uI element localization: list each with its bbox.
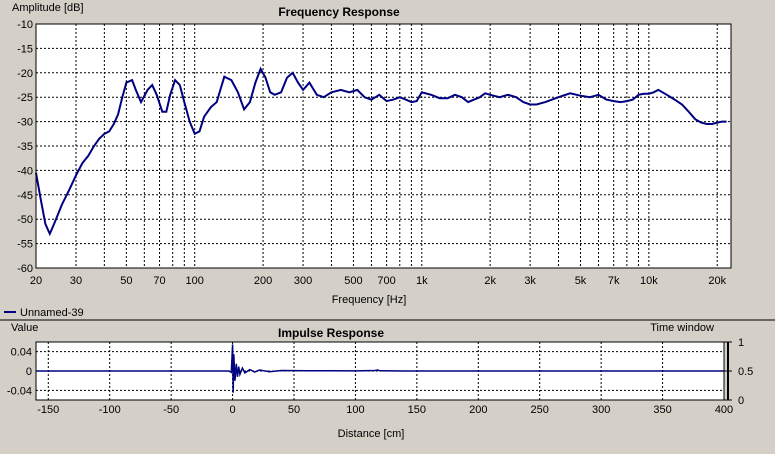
ir-x-axis-label: Distance [cm]	[338, 428, 405, 440]
fr-y-tick-label: -60	[17, 263, 33, 275]
fr-series-line	[35, 66, 727, 237]
fr-x-tick-label: 10k	[640, 275, 658, 287]
ir-y-axis-label: Value	[11, 322, 38, 334]
ir-chart-title: Impulse Response	[278, 326, 384, 340]
fr-y-tick-labels: -10 -15 -20 -25 -30 -35 -40 -45 -50 -55 -60	[17, 19, 33, 275]
fr-x-tick-label: 50	[120, 275, 132, 287]
fr-x-tick-label: 5k	[575, 275, 587, 287]
fr-y-tick-label: -10	[17, 19, 33, 31]
time-window-tick-label: 0.5	[738, 366, 753, 378]
time-window-tick-label: 1	[738, 337, 744, 349]
ir-x-tick-label: 350	[653, 404, 671, 416]
ir-y-tick-label: -0.04	[7, 385, 32, 397]
time-window-axis[interactable]: 10.50	[724, 337, 753, 407]
ir-x-tick-label: 200	[469, 404, 487, 416]
ir-x-tick-label: 100	[346, 404, 364, 416]
fr-x-tick-label: 700	[377, 275, 395, 287]
ir-x-tick-label: -50	[163, 404, 179, 416]
fr-x-tick-label: 3k	[524, 275, 536, 287]
fr-x-tick-label: 70	[153, 275, 165, 287]
fr-y-tick-label: -40	[17, 165, 33, 177]
fr-chart-title: Frequency Response	[278, 5, 400, 19]
fr-plot-frame	[35, 23, 732, 269]
ir-x-tick-label: 150	[408, 404, 426, 416]
ir-x-tick-label: -100	[99, 404, 121, 416]
fr-x-tick-label: 30	[70, 275, 82, 287]
fr-x-axis-label: Frequency [Hz]	[332, 294, 407, 306]
impulse-response-chart[interactable]: 0.04 0 -0.04 -150 -100 -50 0 50 100 150 200 250 300…	[7, 322, 753, 440]
ir-x-tick-label: -150	[37, 404, 59, 416]
fr-y-tick-label: -35	[17, 141, 33, 153]
ir-x-tick-label: 300	[592, 404, 610, 416]
fr-y-tick-label: -15	[17, 43, 33, 55]
ir-x-tick-label: 250	[531, 404, 549, 416]
fr-x-tick-label: 300	[294, 275, 312, 287]
legend[interactable]: Unnamed-39	[4, 307, 84, 319]
fr-x-tick-label: 100	[186, 275, 204, 287]
ir-x-tick-label: 0	[230, 404, 236, 416]
fr-x-tick-label: 20	[30, 275, 42, 287]
time-window-label: Time window	[650, 322, 714, 334]
fr-plot-area[interactable]	[36, 24, 731, 268]
ir-series-line	[36, 344, 724, 393]
fr-y-tick-label: -50	[17, 214, 33, 226]
fr-x-tick-label: 500	[344, 275, 362, 287]
fr-y-tick-label: -30	[17, 117, 33, 129]
fr-x-tick-label: 20k	[708, 275, 726, 287]
fr-x-tick-labels: 20 30 50 70 100 200 300 500 700 1k 2k 3k 5k 7k 10k 20k	[30, 275, 727, 287]
ir-x-tick-labels: -150 -100 -50 0 50 100 150 200 250 300 350 400	[37, 404, 733, 416]
fr-x-tick-label: 200	[254, 275, 272, 287]
fr-y-tick-label: -25	[17, 92, 33, 104]
fr-x-tick-label: 7k	[608, 275, 620, 287]
frequency-response-chart[interactable]: -10 -15 -20 -25 -30 -35 -40 -45 -50 -55 -60 20 30 50…	[12, 2, 732, 306]
fr-y-tick-label: -20	[17, 68, 33, 80]
ir-x-tick-label: 50	[288, 404, 300, 416]
ir-y-tick-label: 0.04	[11, 347, 32, 359]
fr-grid	[35, 23, 731, 269]
fr-y-tick-label: -55	[17, 239, 33, 251]
ir-y-tick-label: 0	[26, 366, 32, 378]
ir-x-tick-label: 400	[715, 404, 733, 416]
fr-x-tick-label: 1k	[416, 275, 428, 287]
fr-y-tick-label: -45	[17, 190, 33, 202]
legend-entry: Unnamed-39	[20, 307, 84, 319]
ir-y-tick-labels: 0.04 0 -0.04	[7, 347, 32, 398]
time-window-tick-label: 0	[738, 395, 744, 407]
fr-x-tick-label: 2k	[484, 275, 496, 287]
fr-y-axis-label: Amplitude [dB]	[12, 2, 84, 14]
